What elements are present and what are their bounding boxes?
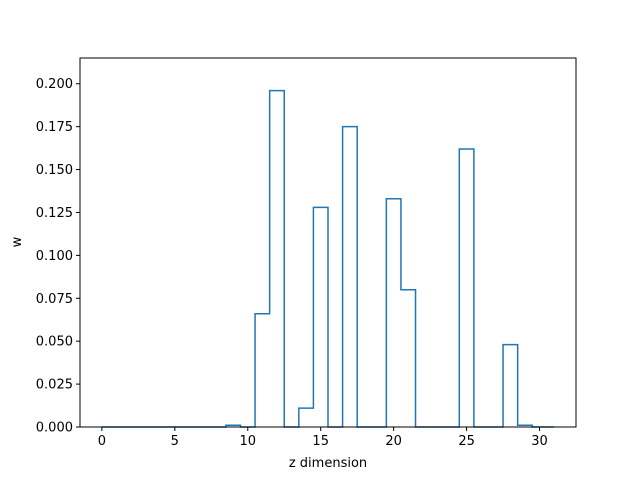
plot-area (79, 57, 577, 428)
x-axis-label: z dimension (289, 456, 367, 471)
x-tick-label: 25 (458, 434, 475, 449)
y-tick-label: 0.150 (36, 163, 73, 178)
y-axis-label: w (10, 236, 25, 247)
y-tick-label: 0.200 (36, 77, 73, 92)
series-line (101, 89, 555, 428)
axes-frame (79, 57, 577, 428)
x-tick-label: 30 (531, 434, 548, 449)
y-tick-label: 0.050 (36, 335, 73, 350)
y-tick-label: 0.125 (36, 206, 73, 221)
x-axis: 0 5 10 15 20 25 30 (98, 427, 548, 449)
y-tick-label: 0.025 (36, 378, 73, 393)
y-tick-label: 0.075 (36, 292, 73, 307)
y-tick-label: 0.175 (36, 120, 73, 135)
y-tick-label: 0.000 (36, 421, 73, 436)
x-tick-label: 20 (385, 434, 402, 449)
x-tick-label: 5 (171, 434, 179, 449)
y-tick-label: 0.100 (36, 249, 73, 264)
y-axis: 0.000 0.025 0.050 0.075 0.100 0.125 0.150 0.175… (36, 77, 80, 436)
x-tick-label: 10 (239, 434, 256, 449)
x-tick-label: 0 (98, 434, 106, 449)
x-tick-label: 15 (312, 434, 329, 449)
